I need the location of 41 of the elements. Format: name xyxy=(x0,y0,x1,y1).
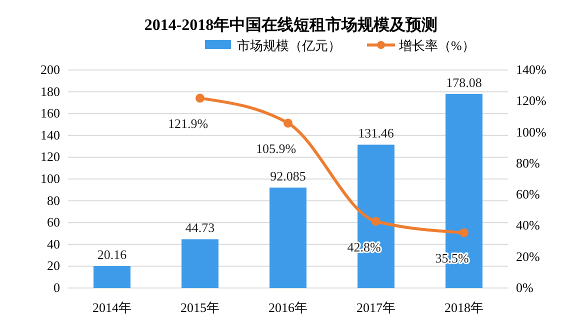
y-tick-label: 60 xyxy=(47,214,60,230)
y-tick-label: 0 xyxy=(54,280,60,295)
chart-title: 2014-2018年中国在线短租市场规模及预测 xyxy=(144,16,438,34)
data-label: 131.46 xyxy=(358,126,394,141)
y-tick-label: 80 xyxy=(47,192,60,208)
data-label: 20.16 xyxy=(97,247,128,262)
y-tick-label: 20 xyxy=(47,258,60,274)
y-tick-label: 200 xyxy=(40,62,60,77)
y2-tick-label: 120% xyxy=(516,93,546,108)
data-label: 92.085 xyxy=(270,168,306,184)
y2-tick-label: 40% xyxy=(516,218,540,233)
data-label: 105.9% xyxy=(256,141,296,156)
data-label: 121.9% xyxy=(168,116,208,132)
data-label: 44.73 xyxy=(185,220,215,236)
bar xyxy=(182,239,218,288)
y2-tick-label: 140% xyxy=(516,62,546,77)
data-label: 178.08 xyxy=(446,74,482,90)
y-tick-label: 160 xyxy=(40,106,60,121)
point xyxy=(372,216,380,226)
y-tick-label: 140 xyxy=(40,127,60,142)
bar xyxy=(270,188,306,288)
y2-tick-label: 60% xyxy=(516,186,540,202)
x-tick-label: 2015年 xyxy=(180,300,220,315)
x-tick-label: 2014年 xyxy=(92,300,132,315)
y-tick-label: 180 xyxy=(40,84,60,99)
point xyxy=(284,118,292,128)
y2-tick-label: 20% xyxy=(516,248,540,264)
point xyxy=(196,94,204,103)
x-tick-label: 2016年 xyxy=(268,300,308,315)
x-tick-label: 2017年 xyxy=(356,300,396,315)
x-tick-label: 2018年 xyxy=(444,300,484,315)
y-tick-label: 120 xyxy=(40,149,60,164)
y2-tick-label: 80% xyxy=(516,155,540,170)
y-tick-label: 100 xyxy=(40,171,60,186)
y2-tick-label: 100% xyxy=(516,124,546,140)
legend-label: 市场规模（亿元） xyxy=(237,38,341,53)
bar xyxy=(94,266,130,288)
y2-tick-label: 0% xyxy=(516,280,534,295)
legend-label: 增长率（%） xyxy=(398,38,475,53)
y-tick-label: 40 xyxy=(47,236,60,252)
point xyxy=(460,228,468,238)
